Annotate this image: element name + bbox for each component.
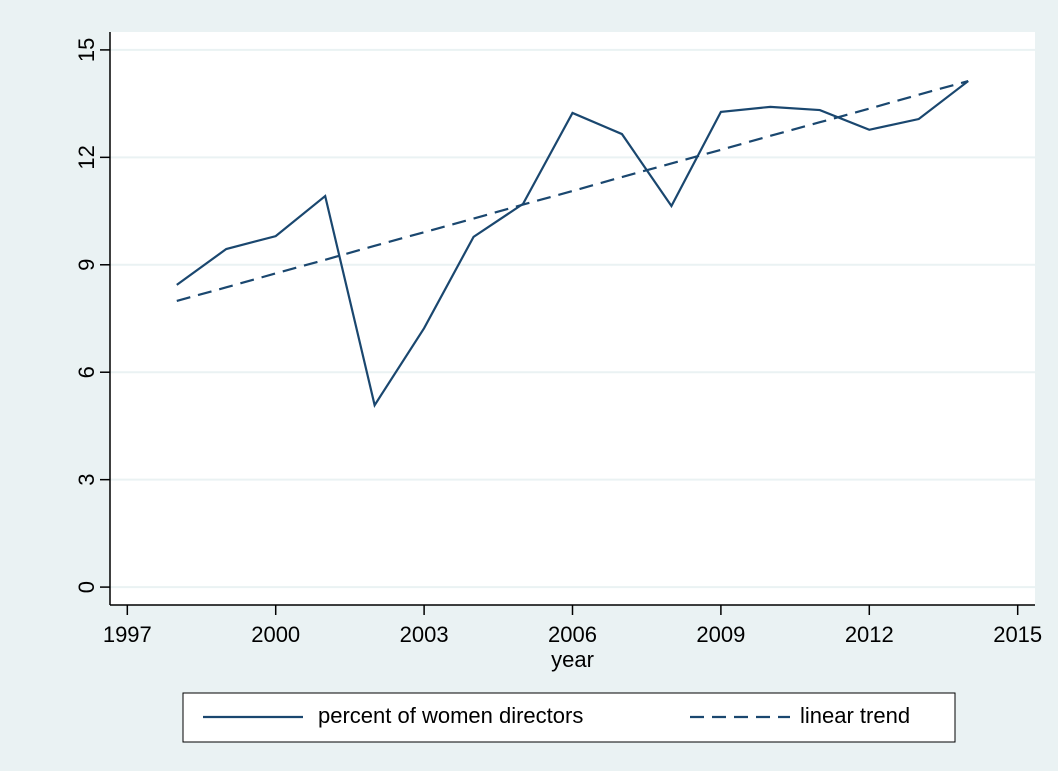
plot-area bbox=[110, 32, 1035, 605]
x-tick-label: 2000 bbox=[251, 622, 300, 647]
y-tick-label: 3 bbox=[74, 474, 99, 486]
x-tick-label: 2003 bbox=[400, 622, 449, 647]
y-tick-label: 9 bbox=[74, 259, 99, 271]
series-line bbox=[176, 80, 969, 303]
legend-label: percent of women directors bbox=[318, 703, 583, 728]
x-tick-label: 2015 bbox=[993, 622, 1042, 647]
y-tick-label: 15 bbox=[74, 38, 99, 62]
x-tick-label: 2012 bbox=[845, 622, 894, 647]
x-tick-label: 1997 bbox=[103, 622, 152, 647]
y-tick-label: 6 bbox=[74, 366, 99, 378]
y-tick-label: 12 bbox=[74, 145, 99, 169]
x-tick-label: 2006 bbox=[548, 622, 597, 647]
x-axis-label: year bbox=[551, 647, 594, 672]
x-tick-label: 2009 bbox=[696, 622, 745, 647]
legend-label: linear trend bbox=[800, 703, 910, 728]
y-tick-label: 0 bbox=[74, 581, 99, 593]
legend-box bbox=[182, 692, 956, 743]
